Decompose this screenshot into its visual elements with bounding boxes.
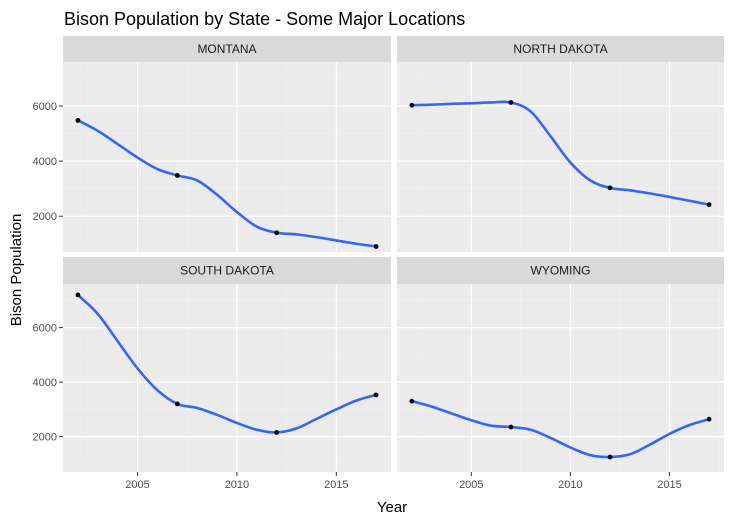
panel-montana: MONTANA 2000 4000 6000 (33, 36, 391, 252)
chart-title: Bison Population by State - Some Major L… (64, 9, 465, 29)
y-tick-label: 4000 (33, 156, 57, 168)
panel-south-dakota: SOUTH DAKOTA 2000 4000 6000 2005 2010 2015 (33, 257, 391, 491)
y-tick-label: 6000 (33, 323, 57, 335)
x-tick-label: 2005 (125, 479, 149, 491)
data-point-north-dakota (607, 185, 613, 191)
data-point-montana (274, 230, 280, 236)
data-point-south-dakota (75, 292, 81, 298)
strip-background (63, 36, 391, 62)
x-tick-label: 2015 (324, 479, 348, 491)
data-point-north-dakota (706, 202, 712, 208)
data-point-south-dakota (174, 401, 180, 407)
data-point-montana (75, 117, 81, 123)
smooth-line-montana (77, 119, 377, 248)
x-tick-label: 2010 (558, 479, 582, 491)
data-point-wyoming (508, 424, 514, 430)
data-point-wyoming (607, 454, 613, 460)
data-point-north-dakota (409, 102, 415, 108)
panel-background (63, 62, 391, 252)
strip-label: NORTH DAKOTA (513, 42, 607, 56)
x-tick-label: 2015 (657, 479, 681, 491)
x-tick-label: 2010 (225, 479, 249, 491)
y-tick-label: 6000 (33, 101, 57, 113)
data-point-north-dakota (508, 100, 514, 105)
y-axis-title: Bison Population (8, 214, 25, 327)
panels-group: MONTANA 2000 4000 6000 NORTH DAKOTA SOUTH DAK… (33, 36, 724, 491)
y-tick-label: 4000 (33, 377, 57, 389)
strip-background (63, 257, 391, 284)
y-tick-label: 2000 (33, 432, 57, 444)
panel-wyoming: WYOMING 2005 2010 2015 (397, 257, 724, 491)
y-tick-label: 2000 (33, 211, 57, 223)
panel-background (397, 62, 724, 252)
data-point-south-dakota (274, 430, 280, 435)
data-point-wyoming (706, 416, 712, 422)
panel-north-dakota: NORTH DAKOTA (397, 36, 724, 252)
x-tick-label: 2005 (459, 479, 483, 491)
data-point-montana (373, 244, 379, 249)
x-axis-title: Year (377, 499, 407, 516)
strip-label: MONTANA (197, 42, 256, 56)
strip-background (397, 36, 724, 62)
data-point-montana (174, 173, 180, 178)
strip-label: WYOMING (531, 264, 591, 278)
strip-label: SOUTH DAKOTA (180, 264, 274, 278)
smooth-line-wyoming (411, 399, 710, 459)
smooth-line-south-dakota (77, 293, 377, 434)
strip-background (397, 257, 724, 284)
data-point-south-dakota (373, 392, 379, 398)
panel-background (63, 284, 391, 472)
smooth-line-north-dakota (411, 100, 710, 206)
data-point-wyoming (409, 398, 415, 404)
